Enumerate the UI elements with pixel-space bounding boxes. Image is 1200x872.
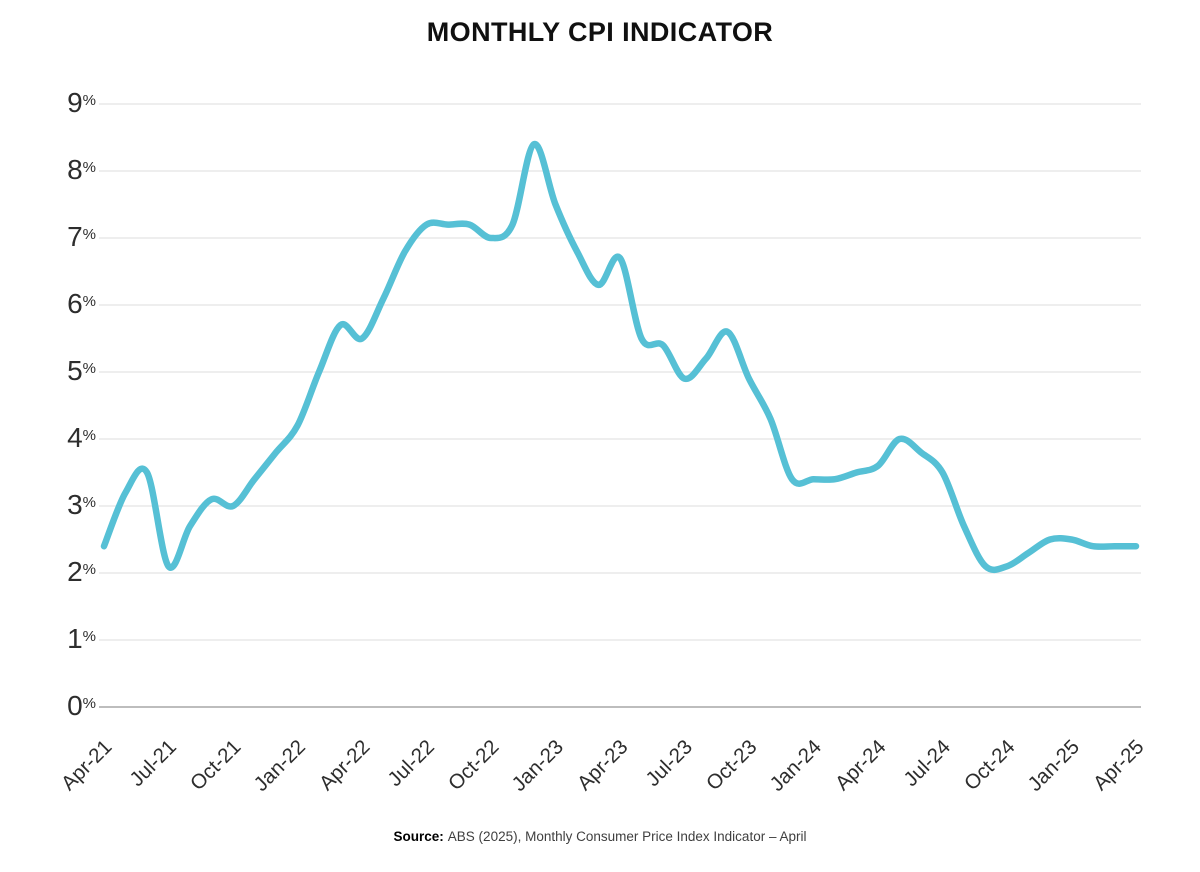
x-axis-label-Jan-22: Jan-22 [249, 735, 310, 796]
y-axis-label-3%: 3% [67, 489, 96, 520]
chart-title: MONTHLY CPI INDICATOR [426, 17, 774, 47]
y-axis-label-4%: 4% [67, 422, 96, 453]
x-axis-label-Apr-24: Apr-24 [831, 735, 891, 795]
x-axis-label-Apr-25: Apr-25 [1089, 735, 1149, 795]
x-axis-label-Oct-22: Oct-22 [444, 735, 504, 795]
x-axis-label-Jul-21: Jul-21 [125, 735, 181, 791]
source-text: ABS (2025), Monthly Consumer Price Index… [447, 829, 807, 844]
y-axis-label-8%: 8% [67, 154, 96, 185]
x-axis-label-Oct-23: Oct-23 [702, 735, 762, 795]
y-axis-label-0%: 0% [67, 690, 96, 721]
x-axis-label-Apr-23: Apr-23 [573, 735, 633, 795]
y-axis-label-6%: 6% [67, 288, 96, 319]
cpi-line [100, 140, 1140, 574]
x-axis-label-Jul-24: Jul-24 [899, 735, 955, 791]
y-axis-label-1%: 1% [67, 623, 96, 654]
x-axis-label-Jul-23: Jul-23 [641, 735, 697, 791]
x-axis-label-Jan-23: Jan-23 [507, 735, 568, 796]
x-axis-label-Oct-21: Oct-21 [186, 735, 246, 795]
x-axis-label-Jul-22: Jul-22 [383, 735, 439, 791]
y-axis-label-5%: 5% [67, 355, 96, 386]
source-note: Source: ABS (2025), Monthly Consumer Pric… [0, 829, 1200, 844]
y-axis-label-2%: 2% [67, 556, 96, 587]
y-axis-label-9%: 9% [67, 87, 96, 118]
x-axis-label-Apr-21: Apr-21 [57, 735, 117, 795]
y-axis-label-7%: 7% [67, 221, 96, 252]
source-label: Source: [393, 829, 444, 844]
x-axis-label-Oct-24: Oct-24 [960, 735, 1020, 795]
x-axis-label-Jan-24: Jan-24 [765, 735, 826, 796]
x-axis-label-Apr-22: Apr-22 [315, 735, 375, 795]
x-axis-label-Jan-25: Jan-25 [1023, 735, 1084, 796]
